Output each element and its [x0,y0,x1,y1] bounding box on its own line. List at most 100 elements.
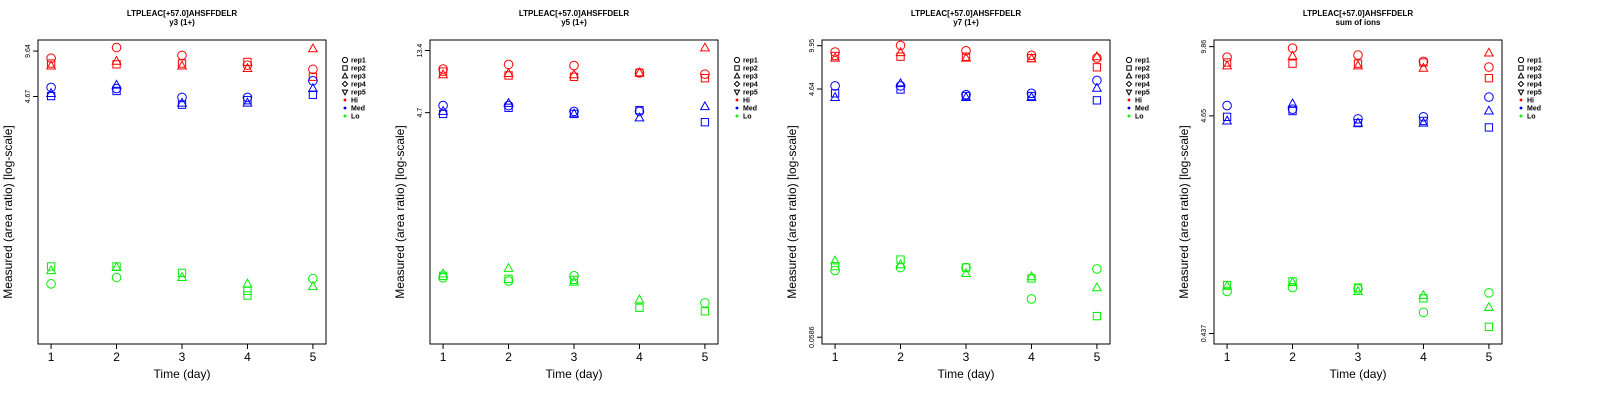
y-tick-label: 4.7 [417,108,424,118]
data-point-med-square [504,103,513,112]
legend-label: rep1 [743,58,758,65]
data-point-lo-triangle-up [437,268,449,278]
data-point-lo-circle [961,262,971,273]
legend-label: rep1 [1527,58,1542,65]
data-point-med-triangle-up [699,100,711,111]
chart-title: LTPLEAC[+57.0]AHSFFDELR [127,9,238,18]
data-point-lo-triangle-up [568,276,580,286]
y-tick-label: 4.67 [25,90,32,104]
data-point-hi-triangle-up [829,52,841,62]
x-tick-label: 5 [310,350,317,364]
y-axis-label: Measured (area ratio) [log-scale] [785,125,799,298]
data-point-lo-triangle-up [960,267,972,278]
legend-label: Med [743,106,757,113]
data-point-med-triangle-up [829,91,841,101]
data-point-med-circle [177,92,187,103]
data-point-med-square [1288,106,1297,116]
data-point-hi-triangle-up [45,60,57,70]
data-point-lo-circle [111,272,122,283]
data-point-lo-triangle-up [634,294,645,304]
data-point-med-square [1222,112,1232,122]
data-point-lo-circle [1484,288,1494,298]
legend-marker-rep4 [341,80,349,88]
data-point-hi-triangle-up [634,67,645,77]
data-point-med-circle [1222,100,1232,111]
data-point-med-triangle-up [895,77,906,88]
data-point-lo-square [46,262,56,271]
legend-label: rep2 [351,66,366,73]
data-point-lo-square [961,263,971,272]
data-point-hi-square [243,57,252,67]
data-point-lo-square [569,275,579,285]
data-point-hi-square [46,59,56,68]
y-axis-label: Measured (area ratio) [log-scale] [393,125,407,298]
data-point-lo-triangle-up [1026,270,1037,281]
data-point-med-circle [1484,92,1494,102]
data-point-med-circle [1418,112,1429,122]
data-point-hi-triangle-up [1091,50,1103,61]
data-point-hi-triangle-up [437,69,449,79]
data-point-hi-circle [308,64,318,75]
chart-title: LTPLEAC[+57.0]AHSFFDELR [1303,9,1414,18]
legend-marker-rep4 [733,80,741,88]
data-point-lo-circle [308,273,318,284]
chart-subtitle: sum of ions [1336,18,1381,27]
data-point-med-triangle-up [1418,117,1429,127]
legend-marker-Hi [1519,98,1523,102]
data-point-hi-circle [700,69,710,79]
x-axis-label: Time (day) [1330,367,1387,381]
data-point-lo-triangle-up [503,262,514,272]
x-tick-label: 1 [832,350,839,364]
legend-marker-rep1 [1517,56,1525,64]
data-point-hi-triangle-up [699,42,711,52]
x-tick-label: 4 [1028,350,1035,364]
x-tick-label: 3 [1355,350,1362,364]
legend-label: Med [1527,106,1541,113]
data-point-lo-triangle-up [829,255,841,265]
data-point-med-triangle-up [111,79,122,89]
data-point-med-circle [1026,88,1037,99]
data-point-lo-square [177,268,187,278]
legend-label: Med [351,106,365,113]
data-point-lo-square [243,286,252,296]
legend-label: Med [1135,106,1149,113]
x-tick-label: 4 [1420,350,1427,364]
data-point-lo-circle [1353,284,1363,294]
data-point-lo-square [635,303,644,312]
data-point-lo-square [504,274,513,284]
plot-frame [821,39,1111,345]
x-tick-label: 3 [571,350,578,364]
data-point-hi-square [635,68,644,77]
legend-label: rep2 [1527,66,1542,73]
x-tick-label: 1 [440,350,447,364]
data-point-hi-triangle-up [1221,60,1233,70]
legend-label: rep2 [743,66,758,73]
data-point-med-circle [503,100,514,111]
data-point-lo-circle [1026,294,1037,304]
legend-label: Lo [1527,114,1536,121]
data-point-lo-circle [1222,286,1232,297]
data-point-med-square [1353,118,1363,128]
data-point-hi-circle [961,45,971,56]
legend-marker-Med [735,106,739,110]
legend-label: rep4 [351,82,366,89]
data-point-lo-triangle-up [1352,285,1364,295]
data-point-med-triangle-up [1026,91,1037,101]
data-point-lo-square [243,291,252,300]
legend-label: Lo [743,114,752,121]
data-point-lo-triangle-up [895,258,906,269]
data-point-med-circle [1287,104,1298,114]
data-point-lo-triangle-up [176,271,188,282]
data-point-hi-square [308,72,318,81]
legend-marker-Lo [1519,114,1523,118]
data-point-med-triangle-up [437,105,449,115]
data-point-med-triangle-up [634,112,645,122]
legend-label: Lo [1135,114,1144,121]
legend-label: rep1 [1135,58,1150,65]
data-point-med-square [1092,96,1102,105]
legend-marker-Med [1519,106,1523,110]
y-tick-label: 4.65 [1201,109,1208,123]
y-tick-label: 0.437 [1201,325,1208,343]
